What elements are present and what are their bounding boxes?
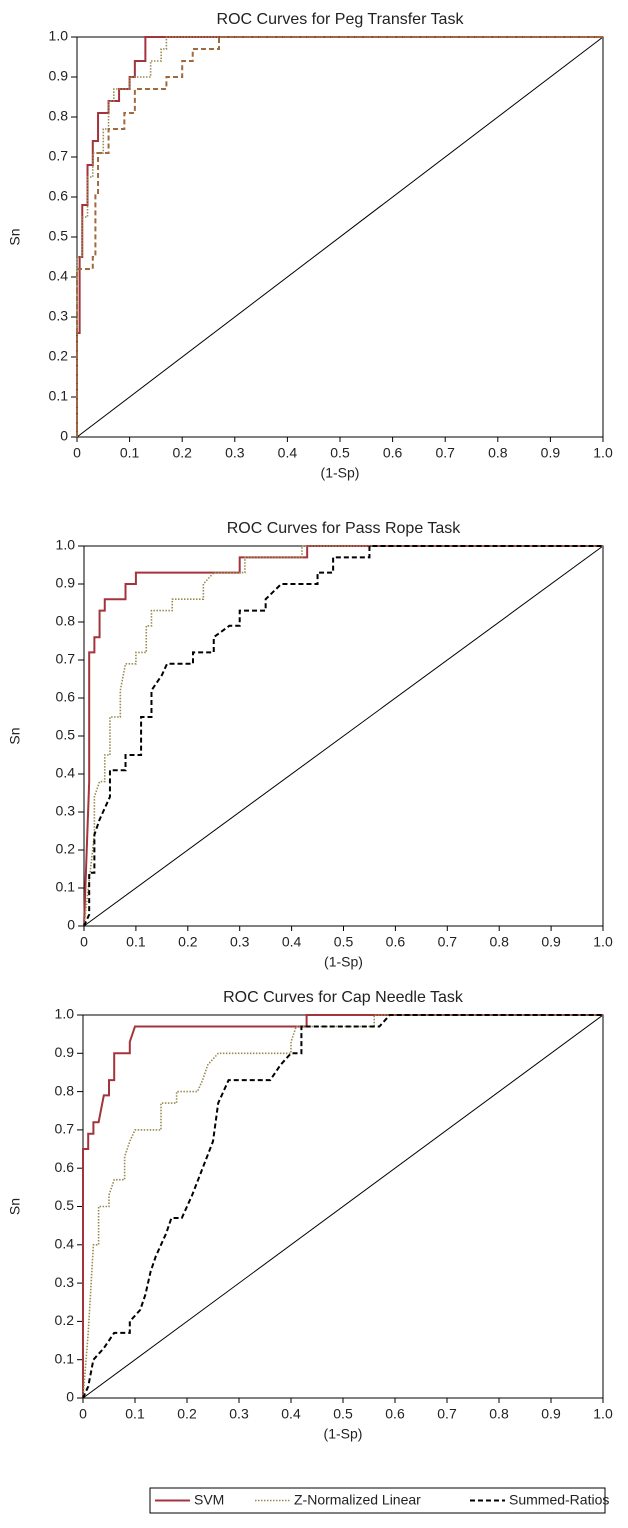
x-tick-label: 0.2 xyxy=(178,934,198,950)
roc-curve xyxy=(83,545,603,927)
x-tick-label: 0.7 xyxy=(435,445,455,461)
y-axis-label: Sn xyxy=(7,228,23,245)
y-tick-label: 0.7 xyxy=(55,1121,75,1137)
x-tick-label: 0.1 xyxy=(125,1406,145,1422)
chart-title: ROC Curves for Pass Rope Task xyxy=(227,520,462,537)
y-tick-label: 0.3 xyxy=(55,1274,75,1290)
x-tick-label: 0.9 xyxy=(541,1406,561,1422)
y-tick-label: 0.1 xyxy=(49,388,69,404)
y-tick-label: 0.5 xyxy=(55,1197,75,1213)
roc-curve xyxy=(82,1014,603,1398)
x-axis-label: (1-Sp) xyxy=(321,465,360,481)
y-tick-label: 0.4 xyxy=(56,765,76,781)
roc-curve xyxy=(82,1014,603,1399)
x-tick-label: 0.3 xyxy=(229,1406,249,1422)
x-tick-label: 0.1 xyxy=(126,934,146,950)
reference-diagonal xyxy=(82,1014,604,1399)
legend: SVM Z-Normalized Linear Summed-Ratios xyxy=(149,1487,609,1514)
x-tick-label: 0 xyxy=(80,934,88,950)
x-tick-label: 0.7 xyxy=(438,934,458,950)
x-tick-label: 1.0 xyxy=(593,445,613,461)
y-tick-label: 0.4 xyxy=(49,268,69,284)
x-tick-label: 0.1 xyxy=(120,445,140,461)
x-axis-label: (1-Sp) xyxy=(324,1426,363,1442)
y-tick-label: 0.9 xyxy=(56,575,76,591)
x-tick-label: 0.7 xyxy=(437,1406,457,1422)
y-tick-label: 0.2 xyxy=(49,348,69,364)
y-tick-label: 0.3 xyxy=(56,803,76,819)
y-tick-label: 0 xyxy=(60,428,68,444)
y-tick-label: 0 xyxy=(66,1389,74,1405)
x-tick-label: 0.3 xyxy=(230,934,250,950)
y-tick-label: 1.0 xyxy=(55,1006,75,1022)
x-tick-label: 0.2 xyxy=(172,445,192,461)
y-tick-label: 0 xyxy=(67,917,75,933)
y-tick-label: 1.0 xyxy=(49,28,69,44)
y-tick-label: 0.6 xyxy=(55,1159,75,1175)
legend-label: SVM xyxy=(194,1492,224,1508)
x-tick-label: 0.8 xyxy=(489,1406,509,1422)
y-tick-label: 0.1 xyxy=(55,1350,75,1366)
x-tick-label: 0.5 xyxy=(334,934,354,950)
legend-label: Z-Normalized Linear xyxy=(294,1492,421,1508)
reference-diagonal xyxy=(83,545,604,927)
legend-box xyxy=(149,1487,606,1514)
y-tick-label: 0.9 xyxy=(55,1044,75,1060)
y-tick-label: 0.8 xyxy=(55,1082,75,1098)
y-tick-label: 0.5 xyxy=(56,727,76,743)
x-tick-label: 0.9 xyxy=(541,934,561,950)
chart-title: ROC Curves for Cap Needle Task xyxy=(223,989,464,1006)
x-tick-label: 0.6 xyxy=(383,445,403,461)
x-axis-label: (1-Sp) xyxy=(324,954,363,970)
y-axis-label: Sn xyxy=(7,727,23,744)
x-tick-label: 0.8 xyxy=(488,445,508,461)
roc-curve xyxy=(76,36,603,437)
x-tick-label: 0 xyxy=(79,1406,87,1422)
y-tick-label: 0.2 xyxy=(55,1312,75,1328)
legend-label: Summed-Ratios xyxy=(509,1492,609,1508)
x-tick-label: 1.0 xyxy=(593,934,613,950)
x-tick-label: 0.4 xyxy=(281,1406,301,1422)
y-tick-label: 0.6 xyxy=(56,689,76,705)
x-tick-label: 0.2 xyxy=(177,1406,197,1422)
x-tick-label: 0.4 xyxy=(282,934,302,950)
x-tick-label: 0.5 xyxy=(330,445,350,461)
y-tick-label: 0.3 xyxy=(49,308,69,324)
y-tick-label: 0.6 xyxy=(49,188,69,204)
x-tick-label: 0.3 xyxy=(225,445,245,461)
y-tick-label: 0.9 xyxy=(49,68,69,84)
x-tick-label: 0 xyxy=(73,445,81,461)
y-tick-label: 0.7 xyxy=(56,651,76,667)
y-tick-label: 0.2 xyxy=(56,841,76,857)
x-tick-label: 1.0 xyxy=(593,1406,613,1422)
reference-diagonal xyxy=(76,36,604,438)
roc-curve xyxy=(76,36,603,437)
y-tick-label: 0.7 xyxy=(49,148,69,164)
subplot: ROC Curves for Peg Transfer Task 0 0.1 0.2 0… xyxy=(7,11,613,480)
chart-title: ROC Curves for Peg Transfer Task xyxy=(217,11,465,28)
subplot: ROC Curves for Cap Needle Task 0 0.1 0.2 0.3… xyxy=(7,989,613,1441)
y-axis-label: Sn xyxy=(7,1198,23,1215)
y-tick-label: 0.1 xyxy=(56,879,76,895)
x-tick-label: 0.9 xyxy=(541,445,561,461)
subplot: ROC Curves for Pass Rope Task 0 0.1 0.2 0.3 0… xyxy=(7,520,613,969)
y-tick-label: 0.8 xyxy=(56,613,76,629)
y-tick-label: 0.8 xyxy=(49,108,69,124)
roc-curve xyxy=(82,1014,603,1399)
x-tick-label: 0.6 xyxy=(386,934,406,950)
x-tick-label: 0.6 xyxy=(385,1406,405,1422)
y-tick-label: 0.4 xyxy=(55,1236,75,1252)
y-tick-label: 0.5 xyxy=(49,228,69,244)
y-tick-label: 1.0 xyxy=(56,537,76,553)
x-tick-label: 0.4 xyxy=(278,445,298,461)
x-tick-label: 0.5 xyxy=(333,1406,353,1422)
x-tick-label: 0.8 xyxy=(489,934,509,950)
roc-curve xyxy=(83,545,603,927)
